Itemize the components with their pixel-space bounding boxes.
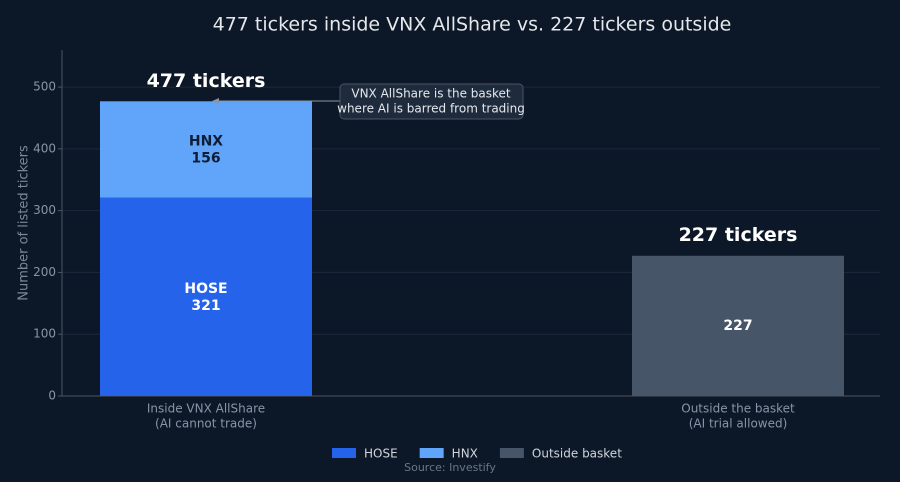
legend-swatch: [419, 448, 444, 458]
annotation-box: [339, 83, 524, 120]
source: Source: Investify: [404, 461, 496, 474]
data-label: 156: [191, 150, 220, 166]
segment-name: HOSE: [184, 281, 227, 297]
y-tick-label: 400: [33, 141, 56, 155]
legend-swatch: [499, 448, 524, 458]
bar-segment: [632, 255, 844, 396]
legend-label: HOSE: [364, 447, 398, 461]
y-tick-label: 200: [33, 265, 56, 279]
legend-swatch: [332, 448, 356, 458]
total-label: 477 tickers: [147, 70, 266, 92]
total-label: 227 tickers: [679, 224, 798, 246]
annotation: VNX AllShare is the basket where AI is ba…: [337, 86, 525, 115]
chart-title: 477 tickers inside VNX AllShare vs. 227 …: [213, 14, 732, 36]
y-tick-label: 500: [33, 80, 56, 94]
y-tick-label: 0: [48, 389, 56, 403]
bar-segment: [100, 101, 312, 198]
segment-name: HNX: [189, 133, 223, 149]
bar-segment: [100, 197, 312, 396]
y-axis-label: Number of listed tickers: [17, 145, 32, 301]
y-tick-label: 300: [33, 203, 56, 217]
legend-label: HNX: [452, 447, 478, 461]
legend-label: Outside basket: [532, 447, 622, 461]
x-tick-label: Inside VNX AllShare (AI cannot trade): [147, 401, 265, 430]
data-label: 321: [191, 298, 220, 314]
x-tick-label: Outside the basket (AI trial allowed): [681, 401, 795, 430]
data-label: 227: [723, 318, 752, 334]
y-tick-label: 100: [33, 327, 56, 341]
arrow-head: [212, 98, 219, 104]
